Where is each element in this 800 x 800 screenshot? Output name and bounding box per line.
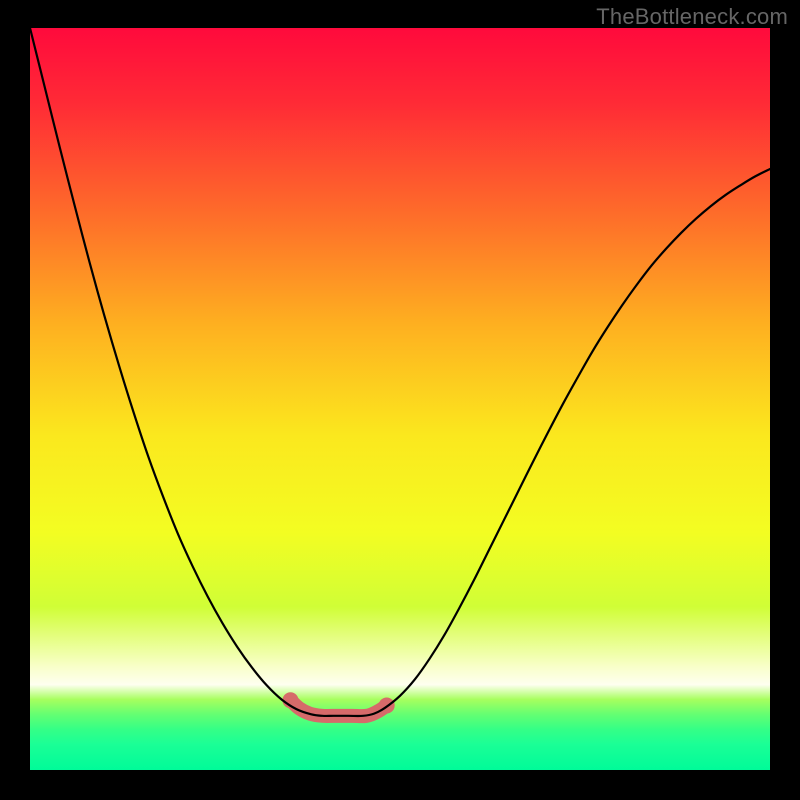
chart-container: TheBottleneck.com	[0, 0, 800, 800]
plot-area	[30, 28, 770, 770]
gradient-background	[30, 28, 770, 770]
watermark-text: TheBottleneck.com	[596, 4, 788, 30]
plot-svg	[30, 28, 770, 770]
